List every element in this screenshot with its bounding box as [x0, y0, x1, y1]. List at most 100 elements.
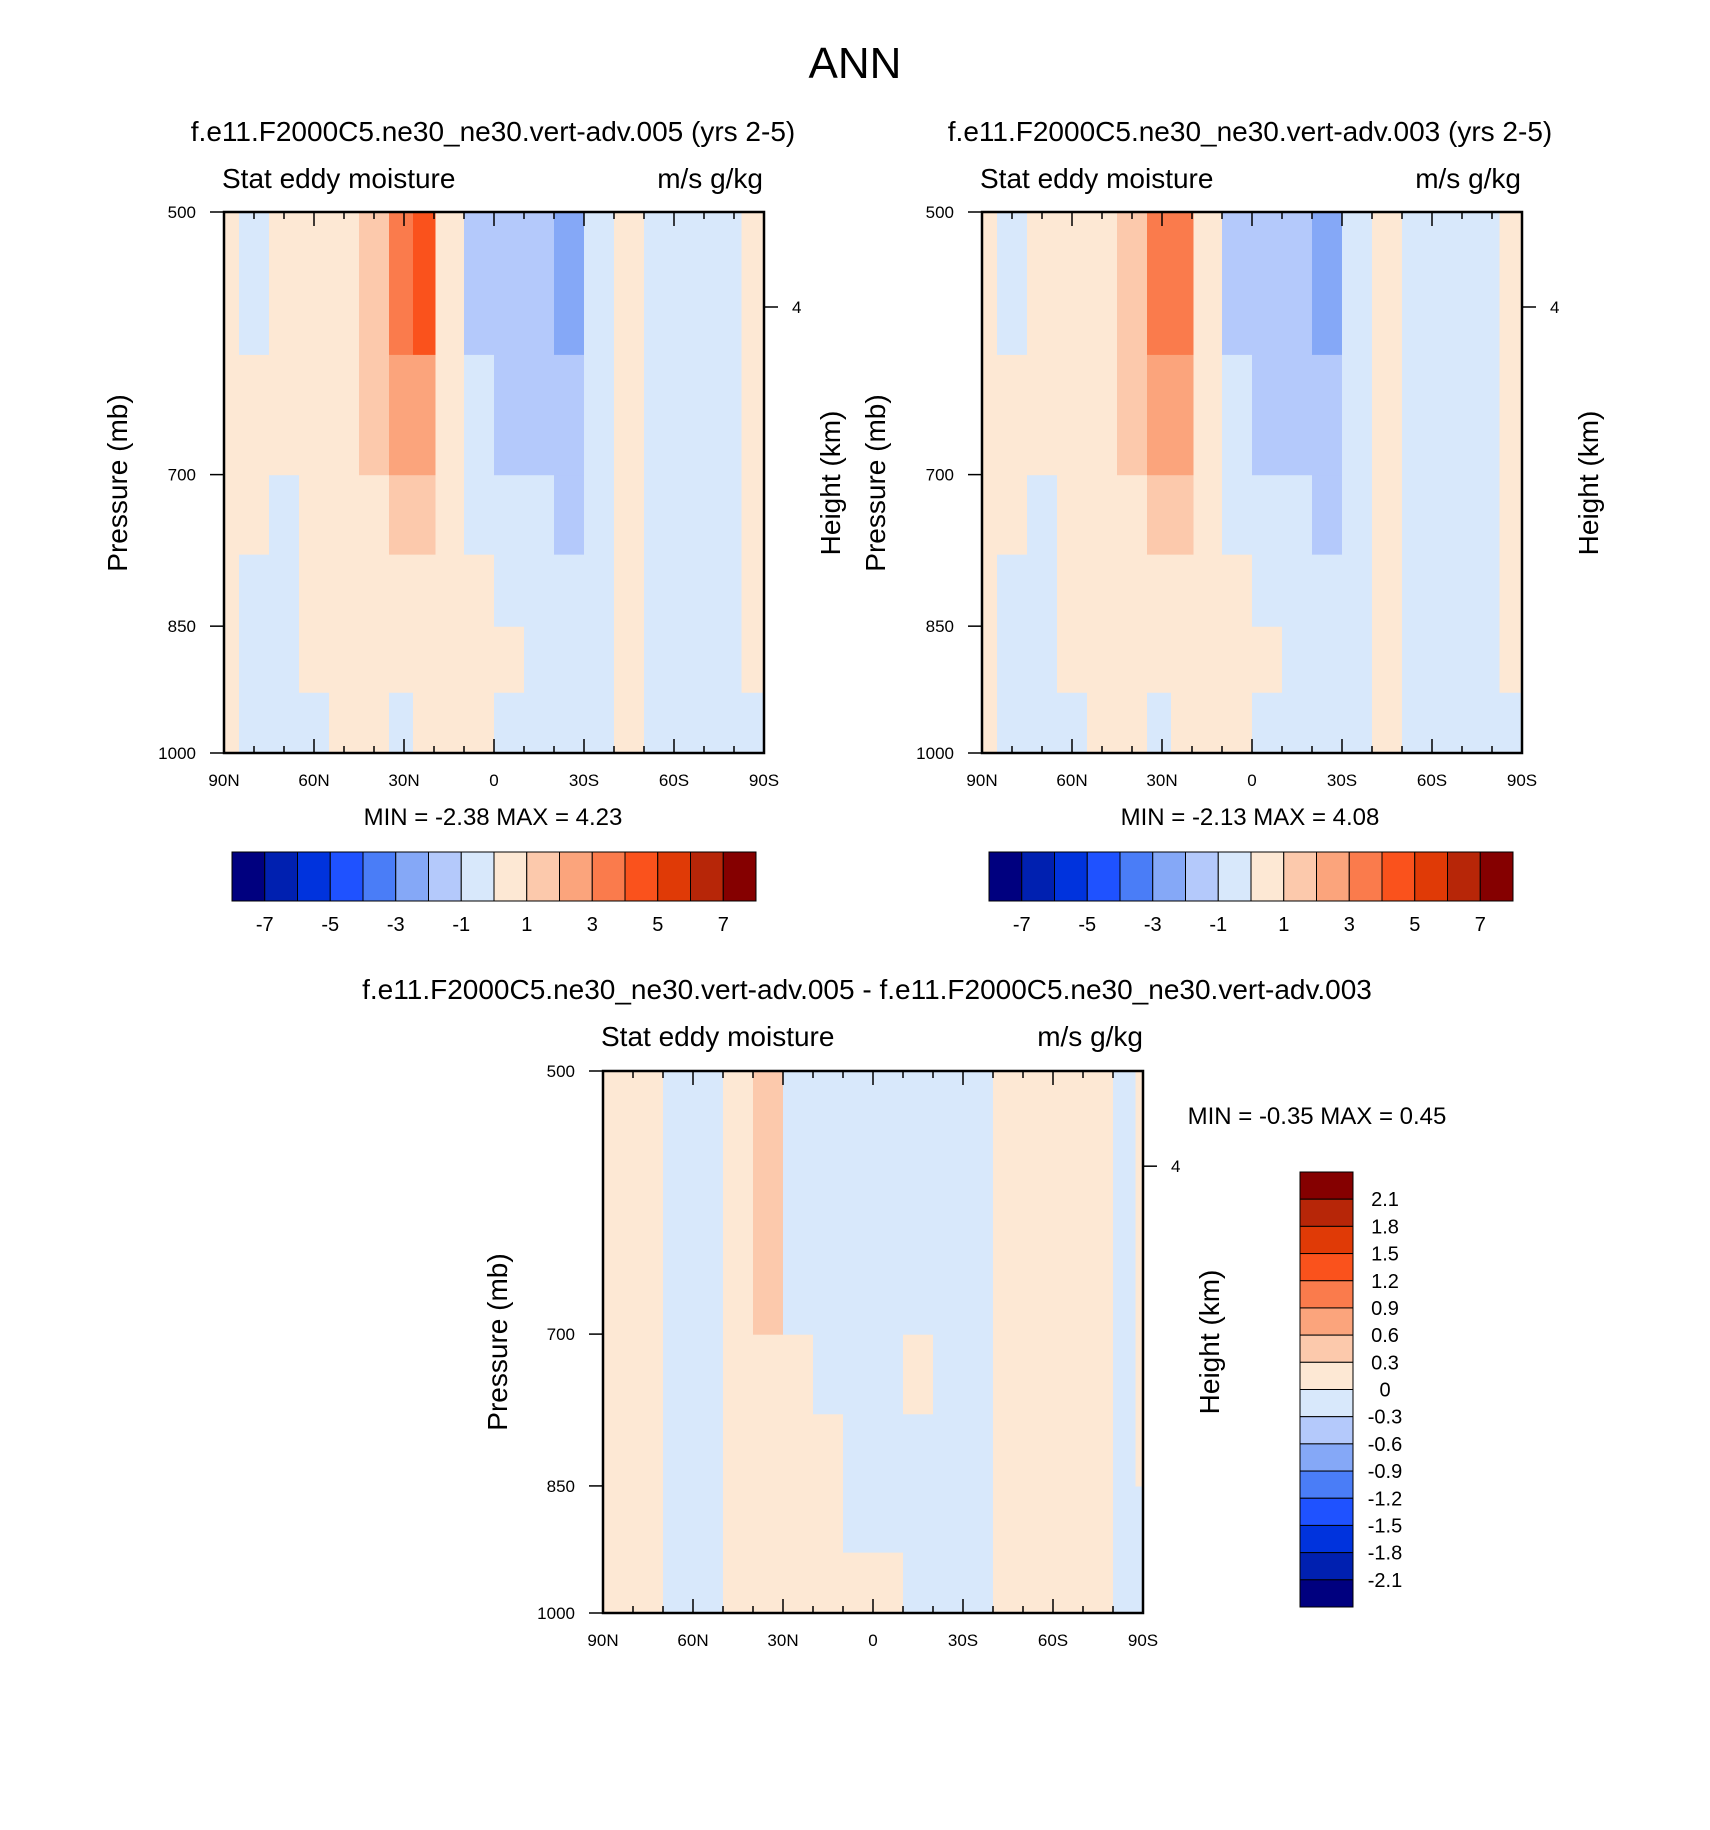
contour-cell: [413, 212, 437, 355]
contour-cell: [239, 354, 270, 476]
contour-cell: [329, 474, 360, 555]
contour-cell: [584, 354, 615, 476]
colorbar-label: -0.3: [1368, 1407, 1402, 1429]
contour-cell: [389, 626, 414, 693]
contour-cell: [359, 626, 390, 693]
contour-cell: [584, 626, 615, 693]
contour-cell: [1499, 692, 1523, 754]
contour-cell: [1117, 626, 1148, 693]
contour-cell: [224, 554, 240, 627]
contour-cell: [1113, 1485, 1137, 1553]
contour-cell: [464, 474, 495, 555]
contour-cell: [693, 1413, 724, 1487]
contour-cell: [933, 1071, 964, 1215]
contour-cell: [843, 1552, 874, 1614]
contour-cell: [524, 692, 555, 754]
colorbar-swatch: [1299, 1253, 1354, 1282]
contour-cell: [997, 554, 1028, 627]
contour-cell: [1193, 554, 1223, 627]
contour-cell: [663, 1552, 694, 1614]
contour-cell: [1499, 354, 1523, 476]
contour-cell: [993, 1485, 1024, 1553]
contour-cell: [693, 1485, 724, 1553]
colorbar-label: 0.3: [1371, 1352, 1399, 1374]
contour-cell: [224, 474, 240, 555]
units-label: m/s g/kg: [1415, 163, 1521, 194]
contour-cell: [1193, 474, 1223, 555]
contour-cell: [723, 1334, 754, 1415]
contour-cell: [1402, 212, 1433, 355]
contour-cell: [413, 626, 437, 693]
contour-cell: [524, 474, 555, 555]
x-tick-label: 90S: [749, 771, 779, 790]
contour-cell: [1057, 626, 1088, 693]
panel-title: f.e11.F2000C5.ne30_ne30.vert-adv.005 (yr…: [191, 116, 795, 147]
contour-cell: [993, 1413, 1024, 1487]
contour-cell: [993, 1213, 1024, 1335]
figure-title: ANN: [809, 39, 902, 88]
contour-cell: [1135, 1213, 1144, 1335]
contour-cell: [1432, 554, 1463, 627]
contour-cell: [1083, 1213, 1114, 1335]
colorbar-label: 1: [521, 914, 532, 936]
contour-cell: [783, 1485, 814, 1553]
contour-cell: [753, 1485, 784, 1553]
colorbar-label: -1.8: [1368, 1543, 1402, 1565]
contour-cell: [903, 1213, 934, 1335]
contour-cell: [753, 1213, 784, 1335]
contour-cell: [524, 554, 555, 627]
colorbar-swatch: [297, 851, 331, 902]
contour-cell: [1113, 1413, 1137, 1487]
colorbar-swatch: [526, 851, 560, 902]
contour-cell: [1372, 554, 1403, 627]
contour-cell: [693, 1071, 724, 1215]
contour-cell: [1342, 354, 1373, 476]
contour-cell: [1171, 692, 1195, 754]
contour-cell: [903, 1413, 934, 1487]
contour-cell: [1252, 474, 1283, 555]
contour-cell: [674, 626, 705, 693]
contour-cell: [843, 1213, 874, 1335]
colorbar-swatch: [1299, 1225, 1354, 1255]
x-tick-label: 60S: [1038, 1631, 1068, 1650]
contour-cell: [1083, 1071, 1114, 1215]
colorbar-swatch: [493, 851, 528, 902]
contour-cell: [1193, 212, 1223, 355]
contour-cell: [625, 1071, 664, 1215]
contour-cell: [704, 626, 743, 693]
panel-model-003: f.e11.F2000C5.ne30_ne30.vert-adv.003 (yr…: [860, 116, 1604, 936]
colorbar-swatch: [428, 851, 462, 902]
colorbar-label: -3: [387, 914, 405, 936]
x-tick-label: 30S: [569, 771, 599, 790]
contour-cell: [329, 354, 360, 476]
y-tick-label: 850: [168, 617, 196, 636]
variable-label: Stat eddy moisture: [980, 163, 1213, 194]
contour-cell: [554, 692, 585, 754]
contour-cell: [1023, 1213, 1054, 1335]
colorbar-swatch: [395, 851, 429, 902]
x-tick-label: 60N: [1056, 771, 1087, 790]
contour-cell: [1147, 474, 1172, 555]
contour-cell: [614, 692, 645, 754]
contour-cell: [1402, 474, 1433, 555]
contour-cell: [554, 474, 585, 555]
contour-cell: [1087, 212, 1118, 355]
contour-cell: [644, 212, 675, 355]
contour-cell: [435, 474, 465, 555]
contour-cell: [435, 626, 465, 693]
contour-cell: [1117, 354, 1148, 476]
contour-cell: [1117, 212, 1148, 355]
min-max-text: MIN = -2.38 MAX = 4.23: [364, 804, 623, 831]
contour-cell: [584, 474, 615, 555]
contour-cell: [1083, 1413, 1114, 1487]
y-tick-label: 1000: [158, 744, 196, 763]
contour-cell: [963, 1213, 994, 1335]
contour-cell: [723, 1485, 754, 1553]
contour-cell: [1193, 354, 1223, 476]
contour-cell: [663, 1485, 694, 1553]
contour-cell: [554, 626, 585, 693]
contour-cell: [1312, 354, 1343, 476]
y2-tick-label: 4: [792, 298, 801, 317]
y-axis-label: Pressure (mb): [102, 394, 133, 571]
contour-cell: [1023, 1071, 1054, 1215]
